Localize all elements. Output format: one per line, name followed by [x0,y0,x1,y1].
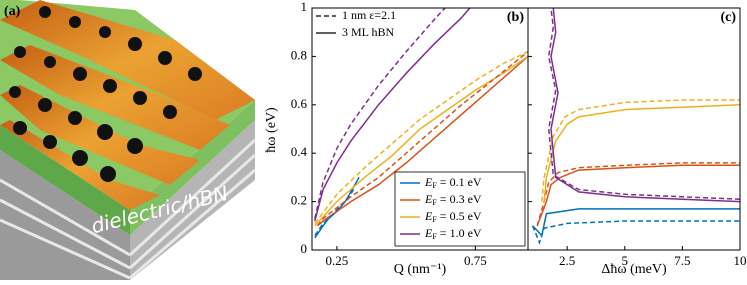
plot-lines [314,8,528,239]
y-tick-label: 1 [301,0,308,14]
plot-frame [527,7,741,251]
legend-label: 3 ML hBN [342,25,395,39]
legend-label: EF = 0.1 eV [424,175,482,190]
series-line [536,162,740,227]
x-tick-label: 0.75 [464,253,487,268]
illustration: (a) dielectric/hBN [0,0,257,280]
y-tick-label: 0 [301,241,308,256]
plot-lines [531,8,740,245]
series-line [314,55,528,227]
legend-label: EF = 0.3 eV [424,192,482,207]
x-tick-label: 10 [734,253,747,268]
series-line [541,99,740,202]
x-tick-label: 5 [622,253,629,268]
x-tick-label: 2.5 [559,253,575,268]
series-line [536,164,740,227]
panel-label: (b) [507,10,524,25]
y-tick-label: 0.4 [291,144,308,159]
legend-label: 1 nm ε=2.1 [342,8,396,22]
y-axis-label: ħω (eV) [264,107,279,153]
y-tick-label: 0.6 [291,96,308,111]
series-line [531,220,740,245]
series-line [316,51,528,227]
panel-label: (a) [4,4,21,19]
series-line [314,8,471,222]
x-axis-label: Δħω (meV) [601,262,667,277]
series-line [314,50,528,224]
x-tick-label: 7.5 [674,253,690,268]
x-axis-label: Q (nm⁻¹) [394,262,447,277]
y-tick-label: 0.8 [291,47,307,62]
x-tick-label: 0.25 [326,253,349,268]
series-line [532,208,740,238]
legend-label: EF = 0.5 eV [424,209,482,224]
series-line [314,8,446,219]
legend-label: EF = 1.0 eV [424,226,482,241]
series-line [543,104,740,202]
series-line [550,8,740,203]
y-tick-label: 0.2 [291,193,307,208]
panel-label: (c) [720,10,736,25]
